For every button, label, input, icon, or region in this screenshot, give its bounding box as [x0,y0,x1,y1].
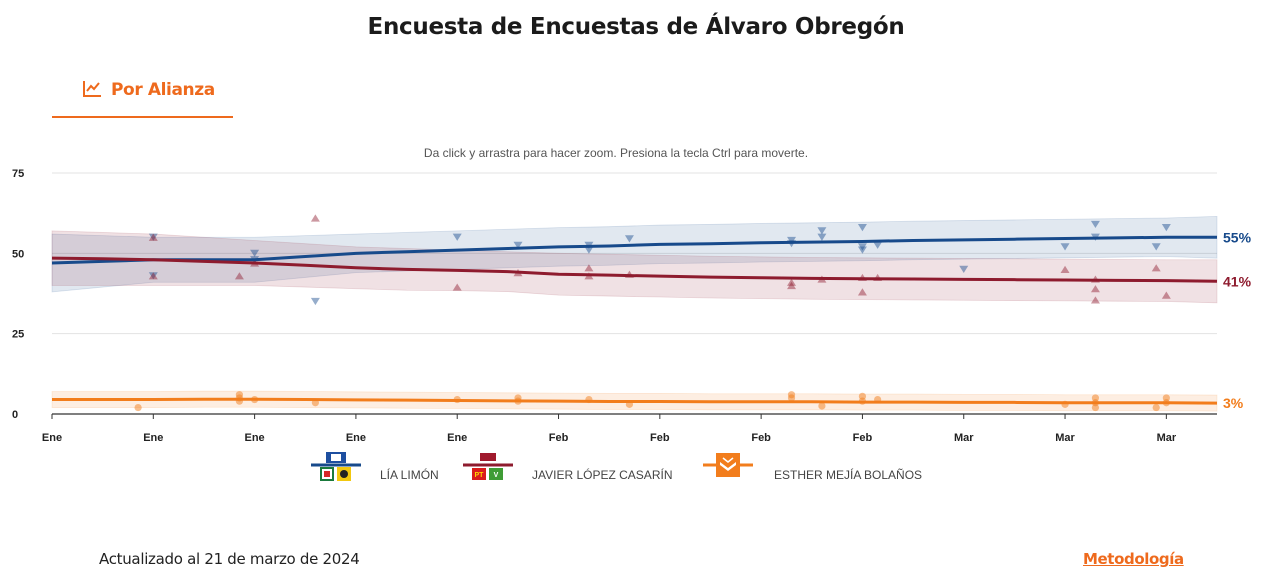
poll-point-esther-mejia-bolanos [1091,403,1100,412]
poll-point-lia-limon [857,246,867,254]
poll-point-javier-lopez-casarin [148,233,158,241]
end-label-esther-mejia-bolanos: 3% [1223,395,1244,411]
poll-point-javier-lopez-casarin [1090,285,1100,293]
poll-point-lia-limon [873,241,883,249]
x-tick-label: Feb [751,432,771,444]
legend-label-lia-limon: LÍA LIMÓN [380,468,439,482]
x-tick-label: Ene [42,432,62,444]
x-tick-label: Ene [245,432,265,444]
poll-point-javier-lopez-casarin [787,278,797,286]
poll-point-javier-lopez-casarin [234,272,244,280]
poll-point-javier-lopez-casarin [148,272,158,280]
poll-point-esther-mejia-bolanos [134,403,142,412]
x-tick-label: Ene [143,432,163,444]
poll-point-lia-limon [1161,224,1171,232]
y-tick-label: 50 [12,248,24,260]
poll-point-lia-limon [148,233,158,241]
poll-point-esther-mejia-bolanos [787,394,796,402]
confidence-band-lia-limon [51,215,1218,293]
poll-point-javier-lopez-casarin [787,281,797,290]
poll-point-javier-lopez-casarin [452,283,462,291]
page-title: Encuesta de Encuestas de Álvaro Obregón [367,14,905,40]
x-tick-label: Feb [549,432,569,444]
poll-point-javier-lopez-casarin [1090,296,1100,304]
legend-line-javier-lopez-casarin[interactable]: PT V [463,450,513,486]
svg-text:PT: PT [475,472,485,479]
tab-label: Por Alianza [111,80,215,100]
poll-point-javier-lopez-casarin [1161,291,1171,299]
poll-point-lia-limon [857,243,867,251]
x-tick-label: Mar [1157,432,1177,444]
trend-line-lia-limon [51,235,1217,265]
updated-date: Actualizado al 21 de marzo de 2024 [99,550,360,568]
x-tick-label: Mar [954,432,974,444]
chart-area[interactable]: 0 25 50 75 Ene Ene Ene Ene Ene Feb Feb Feb Feb Mar Mar… [0,160,1281,450]
line-chart-icon [82,80,102,103]
poll-point-lia-limon [513,241,523,249]
trend-line-javier-lopez-casarin [51,256,1218,283]
trend-line-esther-mejia-bolanos [52,397,1218,405]
poll-point-javier-lopez-casarin [1060,265,1070,273]
poll-point-lia-limon [584,246,594,254]
pan-pri-prd-logo-icon [320,452,351,481]
poll-point-javier-lopez-casarin [310,214,320,222]
morena-pt-pvem-logo-icon: PT V [472,453,503,480]
legend-line-lia-limon[interactable] [311,450,361,486]
poll-point-lia-limon [1060,243,1070,251]
end-label-javier-lopez-casarin: 41% [1223,273,1252,289]
legend-label-esther-mejia-bolanos: ESTHER MEJÍA BOLAÑOS [774,468,923,482]
x-tick-label: Ene [346,432,366,444]
poll-point-lia-limon [452,233,462,241]
y-tick-label: 75 [12,168,24,180]
poll-point-lia-limon [1151,243,1161,251]
poll-point-esther-mejia-bolanos [818,402,826,410]
poll-point-lia-limon [787,236,797,245]
end-label-lia-limon: 55% [1223,229,1252,245]
poll-point-lia-limon [624,235,634,243]
movimiento-ciudadano-logo-icon [716,453,740,477]
x-tick-label: Ene [447,432,467,444]
tab-active-underline [52,116,233,118]
tab-por-alianza[interactable]: Por Alianza [52,74,233,118]
x-tick-label: Feb [650,432,670,444]
legend-label-javier-lopez-casarin: JAVIER LÓPEZ CASARÍN [532,468,673,482]
poll-point-lia-limon [1090,220,1100,229]
poll-point-javier-lopez-casarin [1151,264,1161,272]
poll-point-javier-lopez-casarin [584,264,594,272]
poll-point-lia-limon [959,265,969,273]
zoom-hint: Da click y arrastra para hacer zoom. Pre… [423,146,809,160]
poll-point-javier-lopez-casarin [857,288,867,296]
legend-line-esther-mejia-bolanos[interactable] [703,450,753,486]
y-tick-label: 25 [12,329,24,341]
y-tick-label: 0 [12,409,18,421]
poll-point-lia-limon [857,224,867,232]
poll-point-lia-limon [817,227,827,235]
poll-point-lia-limon [817,233,827,241]
x-tick-label: Mar [1055,432,1075,444]
poll-point-lia-limon [310,297,320,306]
methodology-link[interactable]: Metodología [1083,550,1184,568]
poll-point-esther-mejia-bolanos [1152,403,1160,412]
poll-point-lia-limon [250,249,260,257]
poll-point-lia-limon [148,272,158,280]
x-tick-label: Feb [853,432,873,444]
svg-text:V: V [494,472,499,479]
